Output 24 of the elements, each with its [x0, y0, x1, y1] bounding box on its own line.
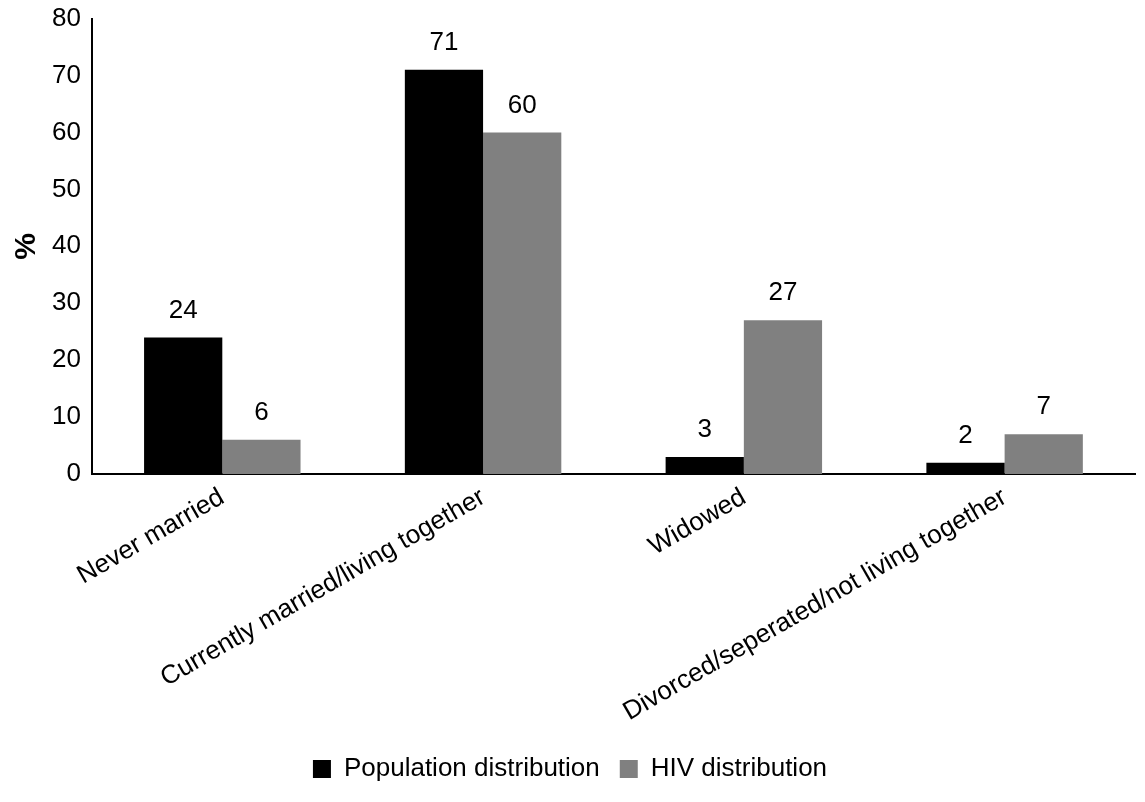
data-label: 2: [958, 418, 973, 449]
y-tick-label: 50: [52, 172, 81, 203]
y-tick-label: 60: [52, 115, 81, 146]
y-tick-label: 0: [66, 457, 81, 488]
legend-label: HIV distribution: [650, 752, 828, 783]
y-tick-label: 30: [52, 286, 81, 317]
y-tick-label: 10: [52, 400, 81, 431]
data-label: 60: [507, 88, 537, 119]
bar: [483, 132, 562, 475]
legend-label: Population distribution: [343, 752, 600, 783]
bar: [1004, 434, 1083, 475]
bar: [743, 320, 823, 475]
data-label: 24: [168, 293, 198, 324]
bar: [222, 439, 301, 475]
y-tick-label: 40: [52, 229, 81, 260]
data-label: 71: [429, 26, 459, 57]
y-axis-title: %: [8, 232, 42, 260]
data-label: 3: [697, 413, 712, 444]
data-label: 6: [254, 396, 269, 427]
y-tick-label: 80: [52, 1, 81, 32]
y-tick-label: 20: [52, 343, 81, 374]
data-label: 27: [768, 276, 798, 307]
y-tick-label: 70: [52, 58, 81, 89]
data-label: 7: [1036, 390, 1051, 421]
